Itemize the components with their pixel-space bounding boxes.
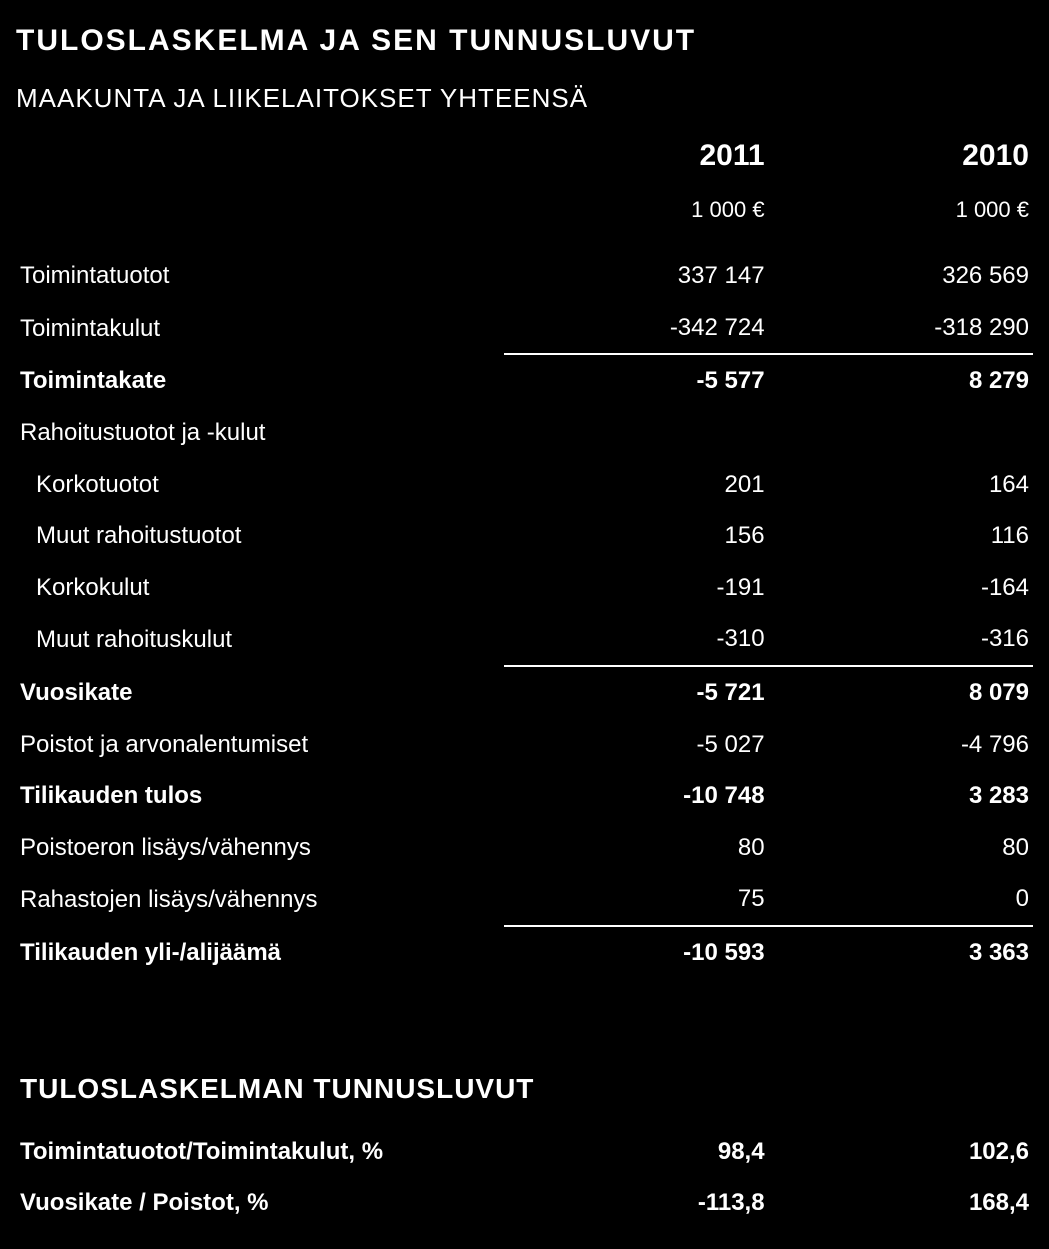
page-subtitle: MAAKUNTA JA LIIKELAITOKSET YHTEENSÄ <box>16 80 1033 116</box>
row-value-2011: 337 147 <box>504 250 768 302</box>
ratio-row: Vuosikate / Poistot, % -113,8 168,4 <box>16 1177 1033 1229</box>
unit-2010: 1 000 € <box>769 186 1033 250</box>
page-title: TULOSLASKELMA JA SEN TUNNUSLUVUT <box>16 20 1033 62</box>
row-label: Poistoeron lisäys/vähennys <box>16 822 504 874</box>
table-row: Korkokulut -191 -164 <box>16 562 1033 614</box>
table-row: Poistoeron lisäys/vähennys 80 80 <box>16 822 1033 874</box>
row-value-2011: 201 <box>504 459 768 511</box>
row-label: Tilikauden yli-/alijäämä <box>16 926 504 979</box>
unit-header-row: 1 000 € 1 000 € <box>16 186 1033 250</box>
year-2011: 2011 <box>504 126 768 186</box>
row-value-2010: -316 <box>769 613 1033 666</box>
row-label: Toimintakate <box>16 354 504 407</box>
row-value-2011: -5 577 <box>504 354 768 407</box>
row-value-2010: -4 796 <box>769 719 1033 771</box>
table-row-total: Tilikauden yli-/alijäämä -10 593 3 363 <box>16 926 1033 979</box>
table-row-subtotal: Tilikauden tulos -10 748 3 283 <box>16 770 1033 822</box>
ratio-label: Toimintatuotot/Toimintakulut, % <box>16 1126 504 1178</box>
ratios-title: TULOSLASKELMAN TUNNUSLUVUT <box>16 1059 1033 1126</box>
row-label: Toimintakulut <box>16 302 504 355</box>
row-label: Korkokulut <box>16 562 504 614</box>
row-label: Muut rahoituskulut <box>16 613 504 666</box>
row-value-2010: -318 290 <box>769 302 1033 355</box>
row-label: Vuosikate <box>16 666 504 719</box>
table-row: Poistot ja arvonalentumiset -5 027 -4 79… <box>16 719 1033 771</box>
income-statement-table: 2011 2010 1 000 € 1 000 € Toimintatuotot… <box>16 126 1033 1228</box>
row-value-2011: 75 <box>504 873 768 926</box>
table-row-section: Rahoitustuotot ja -kulut <box>16 407 1033 459</box>
table-row-subtotal: Toimintakate -5 577 8 279 <box>16 354 1033 407</box>
row-value-2011: -310 <box>504 613 768 666</box>
spacer-row <box>16 979 1033 1059</box>
ratios-title-row: TULOSLASKELMAN TUNNUSLUVUT <box>16 1059 1033 1126</box>
row-value-2010: 164 <box>769 459 1033 511</box>
row-value-2010: 3 363 <box>769 926 1033 979</box>
ratio-label: Vuosikate / Poistot, % <box>16 1177 504 1229</box>
table-row: Korkotuotot 201 164 <box>16 459 1033 511</box>
table-row: Toimintatuotot 337 147 326 569 <box>16 250 1033 302</box>
row-value-2011: 156 <box>504 510 768 562</box>
row-value-2011: 80 <box>504 822 768 874</box>
row-value-2011: -5 027 <box>504 719 768 771</box>
row-value-2010: 8 279 <box>769 354 1033 407</box>
ratio-value-2011: 98,4 <box>504 1126 768 1178</box>
ratio-value-2010: 168,4 <box>769 1177 1033 1229</box>
row-value-2010: 3 283 <box>769 770 1033 822</box>
row-value-2011: -5 721 <box>504 666 768 719</box>
row-label: Korkotuotot <box>16 459 504 511</box>
row-label: Tilikauden tulos <box>16 770 504 822</box>
table-row: Toimintakulut -342 724 -318 290 <box>16 302 1033 355</box>
row-label: Muut rahoitustuotot <box>16 510 504 562</box>
row-label: Toimintatuotot <box>16 250 504 302</box>
ratio-row: Toimintatuotot/Toimintakulut, % 98,4 102… <box>16 1126 1033 1178</box>
row-value-2011: -342 724 <box>504 302 768 355</box>
row-label: Rahastojen lisäys/vähennys <box>16 873 504 926</box>
row-label: Rahoitustuotot ja -kulut <box>16 407 504 459</box>
row-value-2011: -10 593 <box>504 926 768 979</box>
ratio-value-2010: 102,6 <box>769 1126 1033 1178</box>
table-row: Muut rahoitustuotot 156 116 <box>16 510 1033 562</box>
table-row: Muut rahoituskulut -310 -316 <box>16 613 1033 666</box>
ratio-value-2011: -113,8 <box>504 1177 768 1229</box>
row-value-2010: 116 <box>769 510 1033 562</box>
row-label: Poistot ja arvonalentumiset <box>16 719 504 771</box>
row-value-2011: -10 748 <box>504 770 768 822</box>
table-row: Rahastojen lisäys/vähennys 75 0 <box>16 873 1033 926</box>
row-value-2010: 0 <box>769 873 1033 926</box>
row-value-2010: 326 569 <box>769 250 1033 302</box>
year-header-row: 2011 2010 <box>16 126 1033 186</box>
unit-2011: 1 000 € <box>504 186 768 250</box>
table-row-subtotal: Vuosikate -5 721 8 079 <box>16 666 1033 719</box>
row-value-2011: -191 <box>504 562 768 614</box>
year-2010: 2010 <box>769 126 1033 186</box>
row-value-2010: 8 079 <box>769 666 1033 719</box>
row-value-2010: 80 <box>769 822 1033 874</box>
row-value-2010: -164 <box>769 562 1033 614</box>
